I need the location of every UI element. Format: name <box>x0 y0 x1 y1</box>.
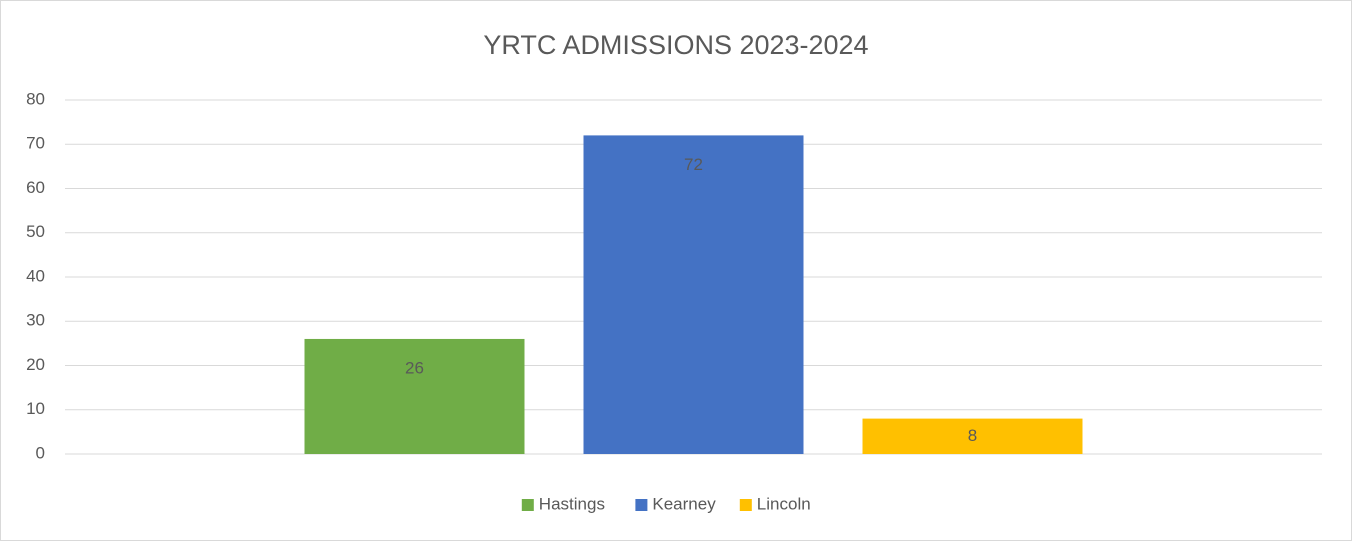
y-tick-label: 10 <box>26 399 45 418</box>
chart-title: YRTC ADMISSIONS 2023-2024 <box>483 30 868 60</box>
legend-swatch <box>739 499 752 511</box>
data-label: 8 <box>968 426 977 445</box>
legend-swatch <box>521 499 534 511</box>
y-tick-label: 80 <box>26 89 45 108</box>
bar <box>304 338 525 454</box>
data-label: 72 <box>684 155 703 174</box>
bar <box>583 135 804 454</box>
y-tick-label: 40 <box>26 266 45 285</box>
data-label: 26 <box>405 358 424 377</box>
legend-label: Kearney <box>652 494 716 513</box>
bar <box>862 418 1083 454</box>
y-tick-label: 0 <box>36 443 45 462</box>
y-tick-label: 60 <box>26 178 45 197</box>
y-tick-label: 20 <box>26 355 45 374</box>
y-tick-label: 50 <box>26 222 45 241</box>
y-tick-label: 70 <box>26 134 45 153</box>
y-tick-label: 30 <box>26 311 45 330</box>
legend-swatch <box>635 499 648 511</box>
legend-label: Hastings <box>539 494 605 513</box>
legend-label: Lincoln <box>757 494 811 513</box>
